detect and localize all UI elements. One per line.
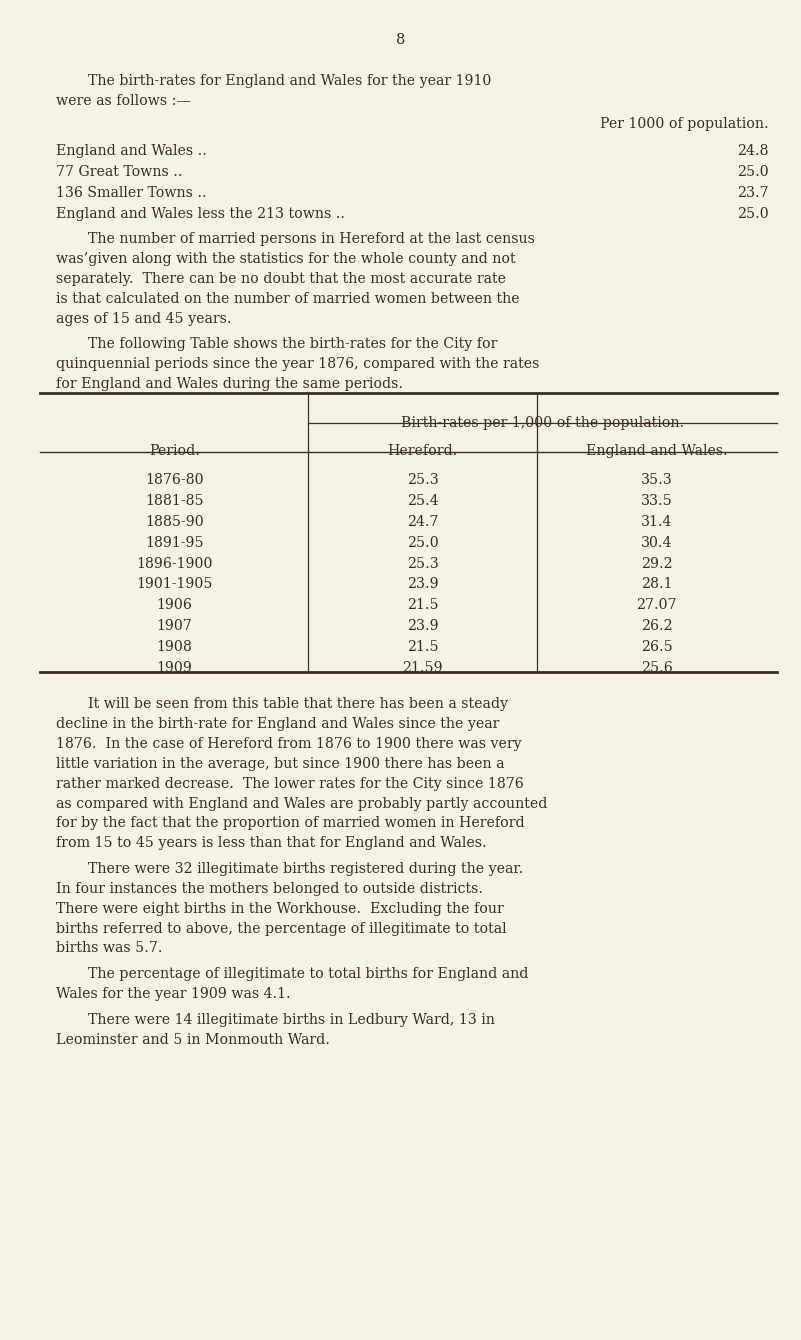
Text: There were eight births in the Workhouse.  Excluding the four: There were eight births in the Workhouse… [56, 902, 504, 915]
Text: ages of 15 and 45 years.: ages of 15 and 45 years. [56, 312, 231, 326]
Text: births was 5.7.: births was 5.7. [56, 941, 163, 955]
Text: 25.6: 25.6 [641, 661, 673, 675]
Text: 1907: 1907 [156, 619, 192, 632]
Text: The number of married persons in Hereford at the last census: The number of married persons in Herefor… [88, 232, 535, 247]
Text: England and Wales.: England and Wales. [586, 444, 727, 457]
Text: There were 14 illegitimate births in Ledbury Ward, 13 in: There were 14 illegitimate births in Led… [88, 1013, 495, 1026]
Text: The percentage of illegitimate to total births for England and: The percentage of illegitimate to total … [88, 967, 529, 981]
Text: quinquennial periods since the year 1876, compared with the rates: quinquennial periods since the year 1876… [56, 358, 539, 371]
Text: England and Wales ..: England and Wales .. [56, 145, 207, 158]
Text: In four instances the mothers belonged to outside districts.: In four instances the mothers belonged t… [56, 882, 483, 896]
Text: 1891-95: 1891-95 [145, 536, 203, 549]
Text: 30.4: 30.4 [641, 536, 673, 549]
Text: Period.: Period. [149, 444, 199, 457]
Text: were as follows :—: were as follows :— [56, 94, 191, 107]
Text: 25.3: 25.3 [407, 473, 438, 488]
Text: 1885-90: 1885-90 [145, 515, 203, 529]
Text: 26.2: 26.2 [641, 619, 673, 632]
Text: 26.5: 26.5 [641, 641, 673, 654]
Text: 21.5: 21.5 [407, 598, 438, 612]
Text: Birth-rates per 1,000 of the population.: Birth-rates per 1,000 of the population. [401, 415, 684, 430]
Text: 28.1: 28.1 [641, 578, 673, 591]
Text: 25.0: 25.0 [407, 536, 438, 549]
Text: England and Wales less the 213 towns ..: England and Wales less the 213 towns .. [56, 206, 345, 221]
Text: 35.3: 35.3 [641, 473, 673, 488]
Text: 8: 8 [396, 34, 405, 47]
Text: 24.8: 24.8 [738, 145, 769, 158]
Text: separately.  There can be no doubt that the most accurate rate: separately. There can be no doubt that t… [56, 272, 506, 285]
Text: births referred to above, the percentage of illegitimate to total: births referred to above, the percentage… [56, 922, 507, 935]
Text: It will be seen from this table that there has been a steady: It will be seen from this table that the… [88, 697, 508, 712]
Text: Hereford.: Hereford. [388, 444, 457, 457]
Text: 25.3: 25.3 [407, 556, 438, 571]
Text: 1901-1905: 1901-1905 [136, 578, 212, 591]
Text: for England and Wales during the same periods.: for England and Wales during the same pe… [56, 377, 403, 391]
Text: 23.7: 23.7 [738, 186, 769, 200]
Text: The birth-rates for England and Wales for the year 1910: The birth-rates for England and Wales fo… [88, 74, 492, 87]
Text: Wales for the year 1909 was 4.1.: Wales for the year 1909 was 4.1. [56, 988, 291, 1001]
Text: 77 Great Towns ..: 77 Great Towns .. [56, 165, 183, 180]
Text: 31.4: 31.4 [641, 515, 673, 529]
Text: as compared with England and Wales are probably partly accounted: as compared with England and Wales are p… [56, 796, 547, 811]
Text: 25.0: 25.0 [737, 206, 769, 221]
Text: Leominster and 5 in Monmouth Ward.: Leominster and 5 in Monmouth Ward. [56, 1033, 330, 1047]
Text: from 15 to 45 years is less than that for England and Wales.: from 15 to 45 years is less than that fo… [56, 836, 487, 851]
Text: 1896-1900: 1896-1900 [136, 556, 212, 571]
Text: 1881-85: 1881-85 [145, 494, 203, 508]
Text: 21.59: 21.59 [402, 661, 443, 675]
Text: 25.4: 25.4 [407, 494, 438, 508]
Text: decline in the birth-rate for England and Wales since the year: decline in the birth-rate for England an… [56, 717, 500, 732]
Text: 1909: 1909 [156, 661, 192, 675]
Text: There were 32 illegitimate births registered during the year.: There were 32 illegitimate births regist… [88, 862, 523, 876]
Text: The following Table shows the birth-rates for the City for: The following Table shows the birth-rate… [88, 338, 497, 351]
Text: 1876-80: 1876-80 [145, 473, 203, 488]
Text: for by the fact that the proportion of married women in Hereford: for by the fact that the proportion of m… [56, 816, 525, 831]
Text: 23.9: 23.9 [407, 578, 438, 591]
Text: was’given along with the statistics for the whole county and not: was’given along with the statistics for … [56, 252, 516, 267]
Text: 21.5: 21.5 [407, 641, 438, 654]
Text: 27.07: 27.07 [637, 598, 677, 612]
Text: 33.5: 33.5 [641, 494, 673, 508]
Text: is that calculated on the number of married women between the: is that calculated on the number of marr… [56, 292, 520, 306]
Text: 24.7: 24.7 [407, 515, 438, 529]
Text: rather marked decrease.  The lower rates for the City since 1876: rather marked decrease. The lower rates … [56, 777, 524, 791]
Text: 23.9: 23.9 [407, 619, 438, 632]
Text: little variation in the average, but since 1900 there has been a: little variation in the average, but sin… [56, 757, 505, 770]
Text: 136 Smaller Towns ..: 136 Smaller Towns .. [56, 186, 207, 200]
Text: 1876.  In the case of Hereford from 1876 to 1900 there was very: 1876. In the case of Hereford from 1876 … [56, 737, 521, 752]
Text: 29.2: 29.2 [641, 556, 673, 571]
Text: Per 1000 of population.: Per 1000 of population. [600, 118, 769, 131]
Text: 25.0: 25.0 [737, 165, 769, 180]
Text: 1908: 1908 [156, 641, 192, 654]
Text: 1906: 1906 [156, 598, 192, 612]
